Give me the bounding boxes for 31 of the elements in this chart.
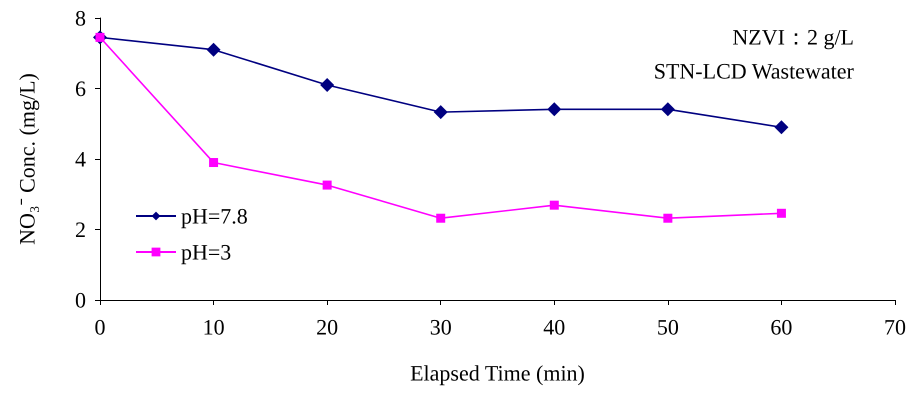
x-tick-label: 0 bbox=[94, 314, 106, 340]
point bbox=[660, 102, 675, 116]
point bbox=[776, 208, 786, 218]
point bbox=[663, 214, 672, 223]
x-tick-label: 40 bbox=[543, 314, 566, 340]
x-tick-label: 10 bbox=[202, 314, 225, 340]
annotation: NZVI：2 g/L bbox=[732, 24, 854, 50]
y-tick-label: 6 bbox=[75, 76, 86, 101]
point bbox=[434, 105, 448, 120]
point bbox=[320, 78, 334, 92]
y-tick-label: 4 bbox=[75, 146, 86, 172]
point bbox=[206, 42, 221, 57]
y-axis-title: NO₃⁻ Conc. (mg/L) bbox=[14, 73, 40, 245]
point bbox=[550, 200, 559, 210]
x-tick-label: 30 bbox=[430, 314, 452, 340]
point bbox=[436, 214, 446, 223]
x-tick-label: 70 bbox=[884, 314, 906, 340]
point bbox=[774, 120, 788, 134]
annotation: STN-LCD Wastewater bbox=[654, 58, 854, 84]
point bbox=[547, 102, 562, 116]
x-tick-label: 60 bbox=[770, 314, 792, 340]
legend-label: pH=7.8 bbox=[181, 204, 248, 228]
x-axis-title: Elapsed Time (min) bbox=[410, 360, 585, 386]
y-tick-label: 0 bbox=[75, 288, 86, 312]
point bbox=[322, 180, 332, 190]
y-tick-label: 8 bbox=[75, 6, 86, 30]
x-tick-label: 20 bbox=[316, 314, 338, 340]
y-tick-label: 2 bbox=[75, 217, 86, 242]
point bbox=[209, 158, 218, 168]
x-tick-label: 50 bbox=[656, 314, 679, 340]
legend-label: pH=3 bbox=[181, 240, 232, 264]
